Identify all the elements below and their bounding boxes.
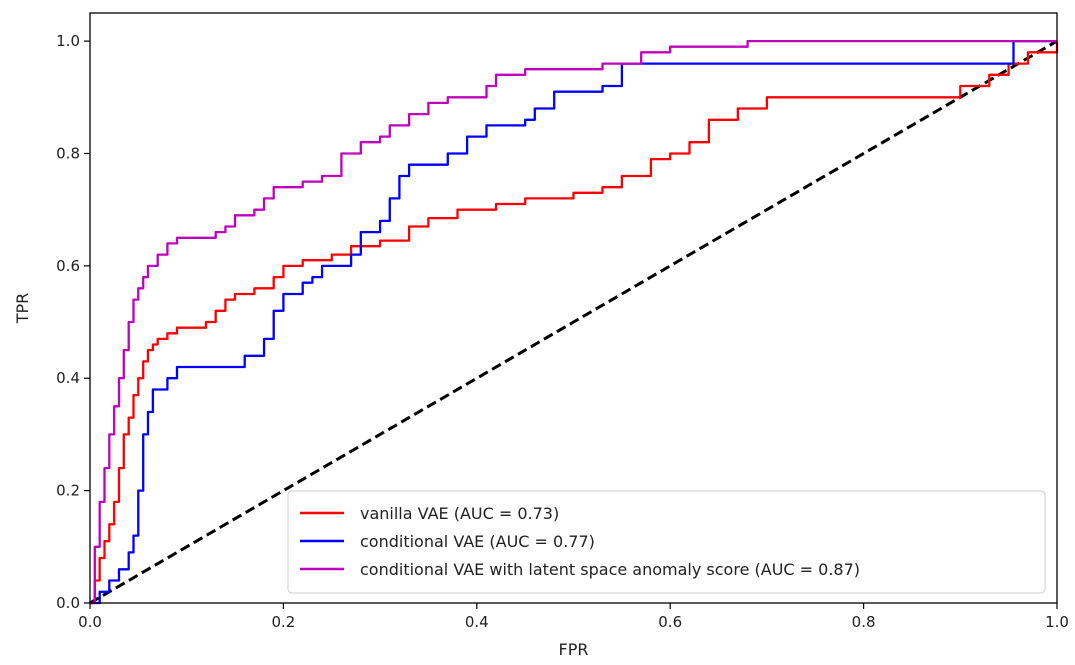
x-tick-label: 0.6 [658, 613, 682, 631]
legend-entry-label: conditional VAE (AUC = 0.77) [360, 532, 595, 551]
y-axis-label: TPR [13, 293, 32, 325]
plot-frame [89, 12, 1058, 604]
x-tick-label: 0.8 [852, 613, 876, 631]
roc-curve-1 [90, 41, 1059, 605]
y-tick-label: 0.8 [56, 144, 80, 162]
x-axis-label: FPR [559, 640, 589, 659]
roc-curve-2 [90, 39, 1057, 605]
y-tick-label: 1.0 [56, 32, 80, 50]
curves-layer [89, 39, 1059, 605]
x-tick-label: 0.4 [465, 613, 489, 631]
x-tick-label: 0.2 [271, 613, 295, 631]
legend-box [287, 490, 1046, 594]
y-tick-label: 0.0 [56, 594, 80, 612]
y-tick-label: 0.6 [56, 257, 80, 275]
reference-diagonal-line [89, 39, 1058, 605]
legend-entry-label: conditional VAE with latent space anomal… [360, 560, 860, 579]
legend: vanilla VAE (AUC = 0.73) conditional VAE … [287, 490, 1046, 594]
legend-entry-label: vanilla VAE (AUC = 0.73) [360, 504, 559, 523]
y-tick-label: 0.2 [56, 482, 80, 500]
x-tick-label: 1.0 [1045, 613, 1069, 631]
y-axis-ticks: 0.0 0.2 0.4 0.6 0.8 1.0 [56, 32, 90, 612]
x-axis-ticks: 0.0 0.2 0.4 0.6 0.8 1.0 [78, 603, 1069, 631]
y-tick-label: 0.4 [56, 369, 80, 387]
x-tick-label: 0.0 [78, 613, 102, 631]
roc-curve-3 [90, 39, 1057, 605]
